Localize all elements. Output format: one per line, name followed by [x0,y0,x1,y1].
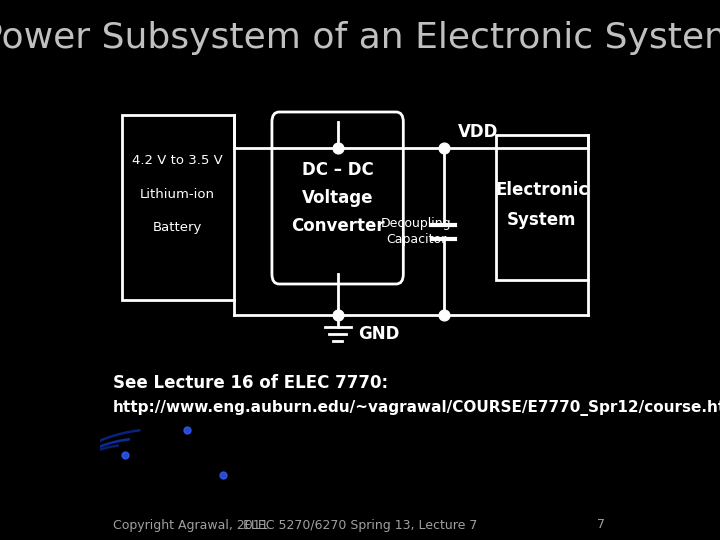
FancyBboxPatch shape [272,112,403,284]
Point [332,310,343,319]
Text: System: System [507,211,577,229]
Point [181,426,192,434]
Text: 4.2 V to 3.5 V: 4.2 V to 3.5 V [132,153,222,166]
Text: Lithium‑ion: Lithium‑ion [140,188,215,201]
Text: Battery: Battery [153,220,202,233]
Text: 7: 7 [598,518,606,531]
Point [438,310,449,319]
Text: Converter: Converter [291,217,384,235]
Text: DC – DC: DC – DC [302,161,374,179]
Text: http://www.eng.auburn.edu/~vagrawal/COURSE/E7770_Spr12/course.html: http://www.eng.auburn.edu/~vagrawal/COUR… [113,400,720,416]
Text: Voltage: Voltage [302,189,374,207]
Point [120,451,131,460]
Text: Copyright Agrawal, 2011: Copyright Agrawal, 2011 [113,518,269,531]
Text: ELEC 5270/6270 Spring 13, Lecture 7: ELEC 5270/6270 Spring 13, Lecture 7 [243,518,477,531]
Text: VDD: VDD [458,123,498,141]
Text: Power Subsystem of an Electronic System: Power Subsystem of an Electronic System [0,21,720,55]
Bar [495,135,588,280]
Point [438,144,449,152]
Text: Electronic: Electronic [495,181,588,199]
Text: See Lecture 16 of ELEC 7770:: See Lecture 16 of ELEC 7770: [113,374,388,392]
Point [332,144,343,152]
Text: Capacitor: Capacitor [386,233,446,246]
Point [217,471,229,480]
Text: GND: GND [358,325,399,343]
Text: Decoupling: Decoupling [381,217,451,230]
Bar [122,115,234,300]
